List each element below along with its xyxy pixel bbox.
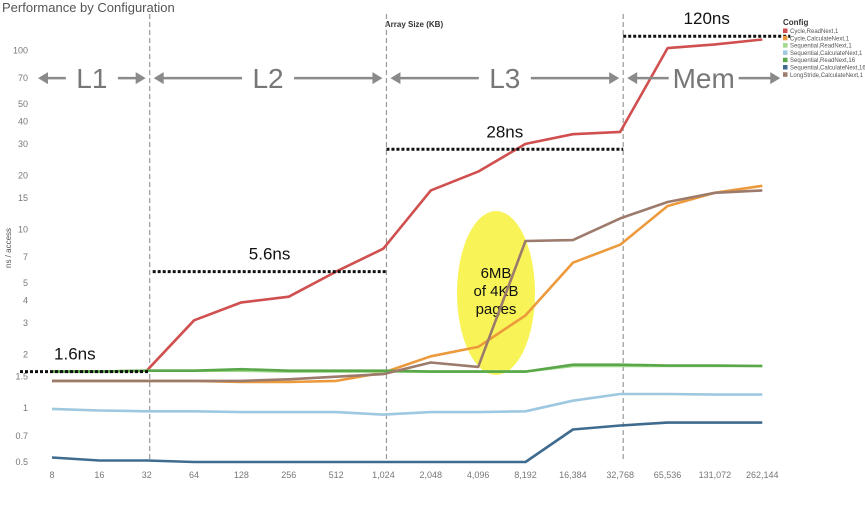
- y-tick-label: 1: [23, 403, 28, 413]
- region-label-l2: L2: [252, 63, 283, 94]
- x-axis-title: Array Size (KB): [385, 20, 444, 29]
- y-tick-label: 3: [23, 318, 28, 328]
- legend-item: Sequential,ReadNext,1: [790, 44, 852, 50]
- region-label-l3: L3: [489, 63, 520, 94]
- x-tick-label: 4,096: [467, 470, 490, 480]
- y-tick-label: 5: [23, 278, 28, 288]
- series-line-7: [52, 189, 763, 383]
- callout-text-line: 6MB: [481, 265, 512, 282]
- y-tick-label: 30: [18, 139, 28, 149]
- y-tick-label: 20: [18, 170, 28, 180]
- legend-swatch: [783, 28, 788, 33]
- x-tick-label: 16,384: [559, 470, 587, 480]
- legend-item: Cycle,ReadNext,1: [790, 29, 839, 35]
- latency-label-4: 120ns: [684, 9, 730, 28]
- latency-label-2: 5.6ns: [249, 245, 291, 264]
- legend-item: LongStride,CalculateNext,1: [790, 73, 864, 79]
- region-arrowhead: [372, 72, 383, 85]
- series-line-1: [52, 38, 763, 373]
- series-line-2: [52, 184, 763, 384]
- region-arrowhead: [153, 72, 164, 85]
- region-arrowhead: [770, 72, 781, 85]
- chart-title: Performance by Configuration: [2, 0, 175, 15]
- series-line-6: [51, 421, 763, 464]
- region-label-l1: L1: [76, 63, 107, 94]
- legend-title: Config: [783, 18, 808, 27]
- legend-swatch: [783, 57, 788, 63]
- y-tick-label: 0.5: [15, 457, 28, 467]
- legend-item: Sequential,ReadNext,16: [790, 58, 856, 64]
- region-arrowhead: [609, 72, 620, 85]
- y-tick-label: 40: [18, 117, 28, 127]
- series-line-5: [52, 363, 763, 373]
- region-arrowhead: [627, 72, 638, 85]
- callout-text-line: pages: [476, 301, 517, 318]
- x-tick-label: 1,024: [372, 470, 395, 480]
- y-tick-label: 50: [18, 99, 28, 109]
- x-tick-label: 64: [189, 470, 199, 480]
- y-tick-label: 15: [18, 193, 28, 203]
- x-tick-label: 2,048: [420, 470, 443, 480]
- y-axis-title: ns / access: [4, 228, 13, 268]
- x-tick-label: 32: [142, 470, 152, 480]
- y-tick-label: 0.7: [15, 431, 28, 441]
- x-tick-label: 8,192: [514, 470, 537, 480]
- latency-label-1: 1.6ns: [54, 345, 96, 364]
- x-tick-label: 65,536: [654, 470, 682, 480]
- region-arrowhead: [38, 72, 48, 85]
- y-tick-label: 2: [23, 349, 28, 359]
- legend-swatch: [783, 65, 788, 70]
- x-tick-label: 8: [49, 470, 54, 480]
- legend-item: Sequential,CalculateNext,16: [790, 66, 865, 72]
- y-tick-label: 70: [18, 73, 28, 83]
- legend-item: Sequential,CalculateNext,1: [790, 51, 863, 57]
- y-tick-label: 100: [13, 45, 28, 55]
- legend-swatch: [783, 35, 788, 41]
- legend-item: Cycle,CalculateNext,1: [790, 36, 850, 42]
- x-tick-label: 262,144: [746, 470, 779, 480]
- latency-label-3: 28ns: [486, 122, 523, 141]
- x-tick-label: 16: [94, 470, 104, 480]
- legend-swatch: [783, 43, 788, 48]
- legend-swatch: [783, 50, 788, 55]
- y-tick-label: 7: [23, 252, 28, 262]
- y-tick-label: 10: [18, 224, 28, 234]
- x-tick-label: 131,072: [699, 470, 732, 480]
- legend-swatch: [783, 72, 788, 77]
- x-tick-label: 32,768: [606, 470, 634, 480]
- callout-ellipse: [457, 211, 535, 375]
- region-arrowhead: [135, 72, 146, 85]
- region-label-mem: Mem: [673, 63, 735, 94]
- y-tick-label: 4: [23, 295, 28, 305]
- callout-text-line: of 4KB: [473, 283, 518, 300]
- region-arrowhead: [390, 72, 401, 85]
- x-tick-label: 256: [281, 470, 296, 480]
- y-tick-label: 1.5: [15, 372, 28, 382]
- x-tick-label: 128: [234, 470, 249, 480]
- series-line-4: [51, 392, 763, 416]
- x-tick-label: 512: [329, 470, 344, 480]
